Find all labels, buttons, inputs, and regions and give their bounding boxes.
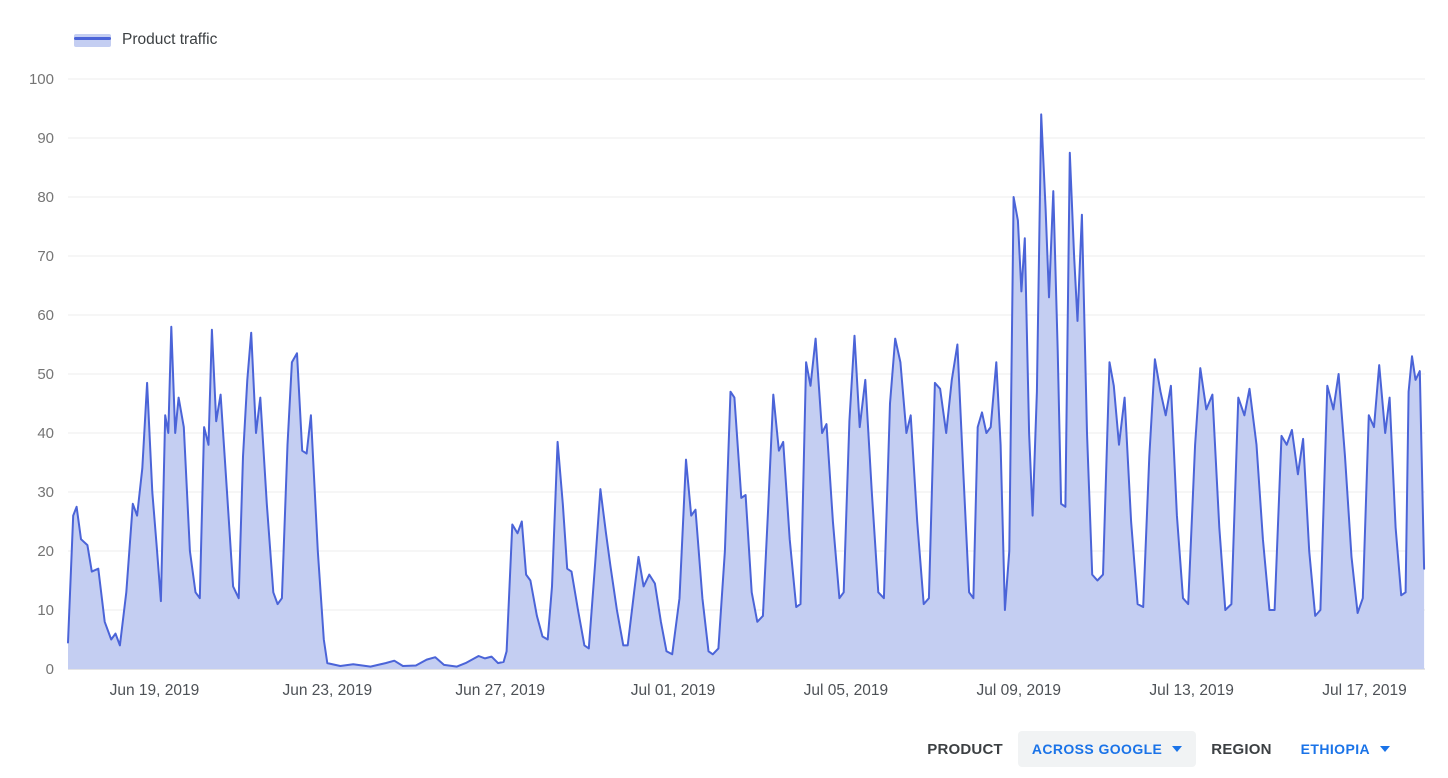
y-tick-label: 90 <box>37 130 54 147</box>
product-dropdown-value: ACROSS GOOGLE <box>1031 741 1163 757</box>
x-tick-label: Jun 19, 2019 <box>110 682 200 699</box>
chevron-down-icon <box>1380 746 1390 752</box>
x-tick-label: Jun 27, 2019 <box>455 682 545 699</box>
traffic-area <box>68 114 1425 669</box>
y-tick-label: 0 <box>46 661 54 678</box>
y-tick-label: 60 <box>37 307 54 324</box>
traffic-line <box>67 113 1426 668</box>
y-tick-label: 100 <box>29 71 54 88</box>
y-tick-label: 80 <box>37 189 54 206</box>
filter-controls: PRODUCT ACROSS GOOGLE REGION ETHIOPIA <box>927 731 1404 767</box>
y-tick-label: 50 <box>37 366 54 383</box>
legend-label: Product traffic <box>122 31 218 48</box>
x-tick-label: Jul 01, 2019 <box>631 682 715 699</box>
region-dropdown-value: ETHIOPIA <box>1300 741 1370 757</box>
x-tick-label: Jul 05, 2019 <box>804 682 888 699</box>
product-dropdown[interactable]: ACROSS GOOGLE <box>1017 731 1197 767</box>
y-tick-label: 70 <box>37 248 54 265</box>
x-tick-label: Jul 17, 2019 <box>1322 682 1406 699</box>
area-series-swatch-icon <box>74 33 111 47</box>
x-tick-label: Jul 13, 2019 <box>1149 682 1233 699</box>
x-tick-label: Jul 09, 2019 <box>977 682 1061 699</box>
chevron-down-icon <box>1172 746 1183 752</box>
region-label: REGION <box>1211 740 1272 758</box>
y-tick-label: 10 <box>37 602 54 619</box>
traffic-area-chart: 0 10 20 30 40 50 60 70 80 90 100 Jun 19, 2019 Jun 23… <box>29 71 1426 699</box>
product-label: PRODUCT <box>927 740 1003 758</box>
y-tick-label: 20 <box>37 543 54 560</box>
y-tick-label: 30 <box>37 484 54 501</box>
legend: Product traffic <box>74 31 217 49</box>
y-tick-label: 40 <box>37 425 54 442</box>
x-tick-label: Jun 23, 2019 <box>282 682 372 699</box>
region-dropdown[interactable]: ETHIOPIA <box>1287 731 1404 767</box>
